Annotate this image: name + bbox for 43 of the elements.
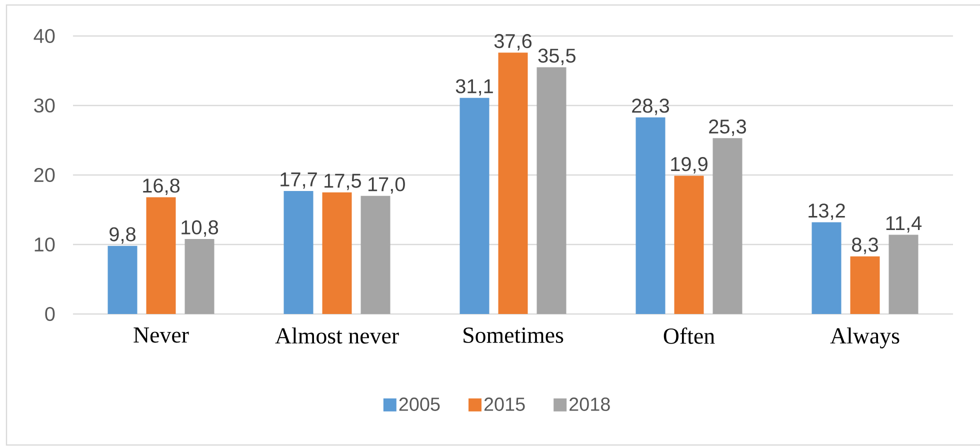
- data-label: 19,9: [671, 157, 708, 174]
- legend-label: 2005: [399, 398, 440, 411]
- bar: [184, 238, 214, 314]
- data-label: 17,0: [368, 177, 405, 194]
- x-tick-label: Always: [830, 328, 900, 348]
- bar: [850, 256, 880, 314]
- data-label: 37,6: [494, 34, 532, 50]
- data-label: 31,1: [456, 79, 493, 96]
- bar: [108, 246, 138, 314]
- y-tick-label: 30: [34, 98, 55, 113]
- y-tick-label: 0: [45, 306, 55, 322]
- data-label: 13,2: [808, 204, 845, 220]
- data-label: 16,8: [143, 178, 180, 196]
- data-label: 11,4: [886, 216, 922, 233]
- bar: [636, 117, 666, 314]
- x-tick-label: Almost never: [275, 328, 399, 344]
- data-label: 17,7: [280, 172, 317, 189]
- bar: [498, 52, 528, 314]
- bar: [888, 234, 918, 314]
- legend-label: 2018: [570, 398, 610, 411]
- bar: [812, 222, 842, 314]
- data-label: 17,5: [324, 174, 361, 190]
- data-label: 8,3: [852, 238, 878, 254]
- y-tick-label: 40: [34, 28, 55, 44]
- bar: [322, 192, 352, 314]
- data-label: 35,5: [538, 48, 576, 66]
- bar: [712, 138, 742, 314]
- bar: [674, 176, 704, 314]
- bar: [284, 190, 314, 314]
- bar: [146, 197, 176, 314]
- data-label: 28,3: [632, 98, 670, 116]
- bar: [536, 67, 566, 314]
- data-label: 10,8: [182, 220, 218, 237]
- x-tick-label: Sometimes: [464, 328, 564, 343]
- legend-label: 2015: [484, 398, 525, 411]
- data-label: 25,3: [709, 120, 746, 136]
- x-tick-label: Never: [134, 328, 189, 343]
- x-tick-label: Often: [664, 328, 715, 344]
- bar: [360, 196, 390, 314]
- y-tick-label: 10: [34, 237, 55, 252]
- data-label: 9,8: [110, 227, 136, 244]
- bar: [460, 98, 490, 314]
- y-tick-label: 20: [34, 168, 55, 182]
